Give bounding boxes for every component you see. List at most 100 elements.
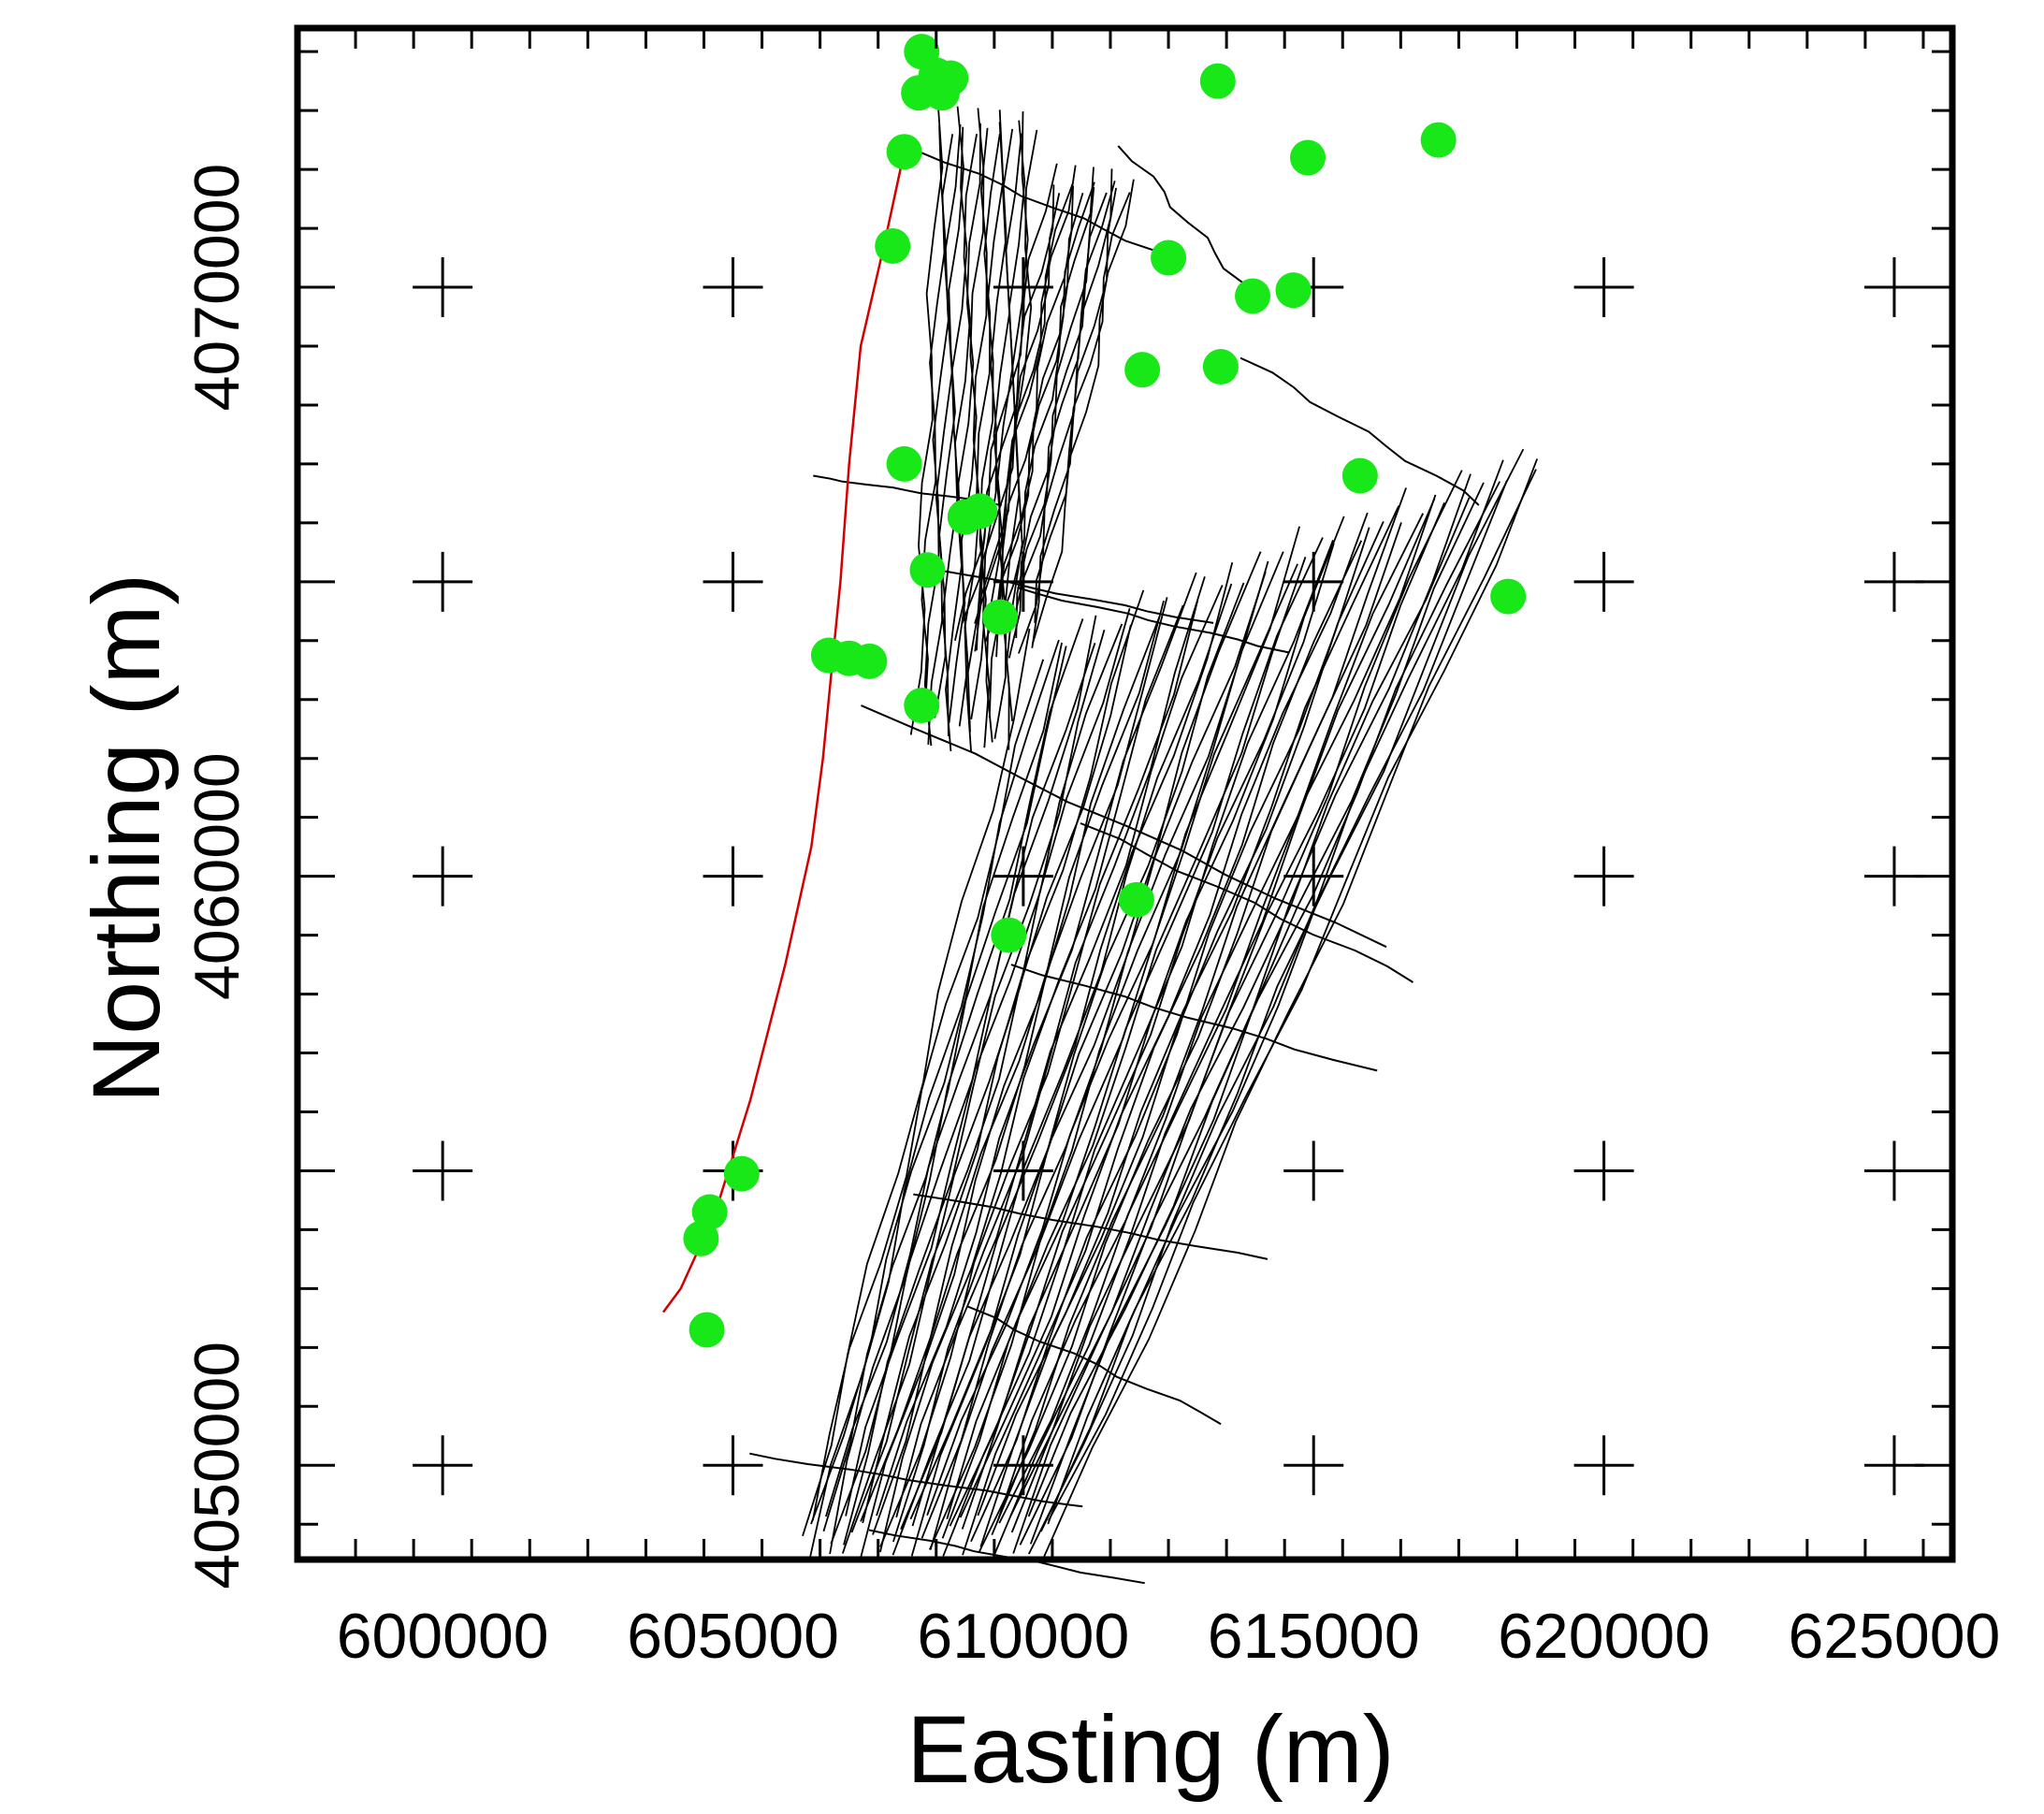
survey-line [910, 551, 1262, 1557]
data-point [1420, 122, 1457, 158]
survey-line [909, 571, 1267, 1520]
tick-labels: 600000 605000 610000 615000 620000 625000 4050… [181, 164, 2000, 1672]
data-point [723, 1155, 760, 1192]
grid-crosses [413, 257, 1924, 1496]
data-point [1202, 349, 1239, 385]
survey-line [991, 487, 1407, 1536]
data-point [1235, 278, 1271, 314]
survey-line [1012, 470, 1463, 1554]
survey-line [1027, 481, 1500, 1517]
survey-line [879, 604, 1184, 1553]
data-point [923, 75, 960, 111]
data-point [1118, 881, 1154, 918]
survey-line [921, 125, 947, 718]
survey-line [984, 185, 1074, 643]
data-point [875, 227, 911, 264]
survey-line [811, 659, 1045, 1521]
survey-line [1048, 458, 1539, 1521]
survey-line [892, 583, 1233, 1556]
survey-line [1034, 192, 1131, 624]
data-point [689, 1312, 725, 1348]
data-point [1151, 239, 1187, 276]
survey-line [1027, 459, 1504, 1555]
survey-line [926, 563, 1298, 1517]
y-tick-label: 4050000 [181, 1342, 253, 1589]
data-point [1290, 139, 1326, 176]
survey-line [862, 589, 1145, 1524]
survey-line [945, 134, 978, 751]
survey-line [959, 512, 1369, 1518]
data-point [1124, 352, 1161, 388]
x-tick-label: 615000 [1208, 1601, 1420, 1672]
survey-line [961, 515, 1345, 1530]
survey-line [993, 120, 1026, 739]
survey-line [976, 182, 1074, 651]
survey-line [1047, 448, 1525, 1525]
data-point [909, 552, 946, 588]
survey-line [892, 576, 1206, 1543]
axis-ticks [296, 28, 1952, 1560]
survey-line [994, 167, 1094, 632]
data-point [1275, 272, 1312, 309]
survey-line [985, 128, 1014, 743]
survey-line [954, 163, 1058, 641]
y-tick-label: 4060000 [181, 752, 253, 1000]
survey-line [993, 181, 1095, 630]
survey-line [1040, 480, 1508, 1532]
survey-line [909, 104, 944, 735]
data-point [982, 599, 1019, 635]
data-point [1341, 457, 1378, 494]
survey-line [1012, 180, 1116, 626]
tie-line [749, 1452, 1083, 1508]
survey-line [996, 513, 1425, 1522]
tie-line [913, 1193, 1268, 1260]
survey-line [810, 642, 1063, 1525]
survey-line [860, 600, 1165, 1522]
survey-line [1031, 179, 1135, 646]
survey-line [876, 572, 1197, 1517]
tie-line [1080, 822, 1414, 983]
tie-line [861, 704, 1387, 949]
x-tick-label: 600000 [337, 1601, 549, 1672]
survey-line [895, 585, 1224, 1518]
data-point [886, 445, 922, 482]
survey-line [923, 134, 954, 747]
survey-line [958, 108, 985, 727]
x-axis-title: Easting (m) [906, 1696, 1394, 1803]
frame-box [294, 24, 1956, 1563]
data-point [1490, 578, 1527, 615]
survey-line [1029, 482, 1485, 1545]
survey-line [921, 560, 1269, 1539]
y-tick-label: 4070000 [181, 164, 253, 412]
x-tick-label: 620000 [1498, 1601, 1710, 1672]
data-point [962, 493, 998, 530]
tie-line [915, 563, 1214, 624]
survey-line [979, 521, 1384, 1547]
survey-line [974, 165, 1077, 624]
survey-line [1043, 469, 1537, 1558]
survey-line [941, 557, 1307, 1539]
tie-line [1239, 356, 1480, 506]
plot-frame [294, 24, 1956, 1563]
survey-line [993, 498, 1436, 1558]
survey-line [1015, 192, 1108, 639]
survey-line [872, 597, 1168, 1535]
survey-line [1009, 497, 1471, 1517]
survey-line [860, 615, 1161, 1558]
survey-line [964, 127, 989, 753]
survey-line [977, 505, 1400, 1517]
survey-line [966, 133, 1001, 733]
x-tick-label: 605000 [627, 1601, 839, 1672]
tie-line [1017, 587, 1289, 654]
survey-line [998, 494, 1437, 1524]
survey-line [845, 623, 1123, 1517]
survey-line [934, 106, 964, 718]
tie-line [1117, 145, 1262, 300]
y-axis-title: Northing (m) [73, 573, 180, 1104]
data-point [886, 134, 922, 170]
coastline [661, 151, 906, 1313]
survey-line [822, 646, 1067, 1532]
survey-line [879, 600, 1199, 1547]
survey-line [942, 539, 1334, 1557]
